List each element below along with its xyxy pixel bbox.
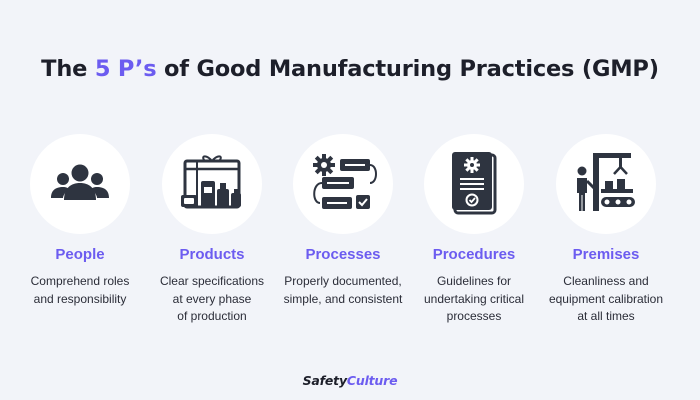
- brand-part-safety: Safety: [302, 373, 347, 388]
- card-heading: Premises: [572, 246, 640, 263]
- title-accent: 5 P’s: [94, 56, 157, 82]
- icon-circle: [162, 134, 262, 234]
- card-description: Guidelines for undertaking critical proc…: [399, 273, 549, 326]
- desc-line: Comprehend roles: [30, 274, 130, 288]
- brand-logo: SafetyCulture: [0, 373, 700, 388]
- product-box-icon: [181, 155, 241, 209]
- procedure-document-icon: [452, 152, 497, 215]
- card-description: Comprehend roles and responsibility: [5, 273, 155, 308]
- desc-line: Guidelines for: [436, 274, 512, 288]
- card-description: Properly documented, simple, and consist…: [268, 273, 418, 308]
- icon-circle: [30, 134, 130, 234]
- desc-line: simple, and consistent: [283, 291, 403, 306]
- desc-line: undertaking critical: [423, 291, 525, 306]
- desc-line: equipment calibration: [548, 291, 664, 306]
- card-people: People Comprehend roles and responsibili…: [5, 134, 155, 308]
- people-group-icon: [51, 164, 109, 200]
- card-heading: Procedures: [432, 246, 516, 263]
- desc-line: and responsibility: [33, 291, 127, 306]
- icon-circle: [424, 134, 524, 234]
- card-heading: People: [55, 246, 105, 263]
- card-description: Cleanliness and equipment calibration at…: [531, 273, 681, 326]
- icon-circle: [293, 134, 393, 234]
- card-heading: Processes: [305, 246, 381, 263]
- desc-line: Cleanliness and: [563, 274, 649, 288]
- card-procedures: Procedures Guidelines for undertaking cr…: [399, 134, 549, 326]
- desc-line: Properly documented,: [284, 274, 402, 288]
- card-description: Clear specifications at every phase of p…: [137, 273, 287, 326]
- brand-part-culture: Culture: [346, 373, 398, 388]
- desc-line: Clear specifications: [159, 274, 265, 288]
- desc-line: of production: [177, 309, 247, 323]
- desc-line: at every phase: [172, 291, 252, 306]
- title-suffix: of Good Manufacturing Practices (GMP): [156, 56, 659, 82]
- card-processes: Processes Properly documented, simple, a…: [268, 134, 418, 308]
- desc-line: at all times: [577, 309, 635, 323]
- desc-line: processes: [446, 309, 502, 323]
- icon-circle: [556, 134, 656, 234]
- card-heading: Products: [179, 246, 245, 263]
- title-prefix: The: [41, 56, 95, 82]
- card-premises: Premises Cleanliness and equipment calib…: [531, 134, 681, 326]
- process-flow-icon: [313, 154, 377, 209]
- page-title: The 5 P’s of Good Manufacturing Practice…: [0, 56, 700, 82]
- factory-premises-icon: [577, 153, 635, 211]
- card-products: Products Clear specifications at every p…: [137, 134, 287, 326]
